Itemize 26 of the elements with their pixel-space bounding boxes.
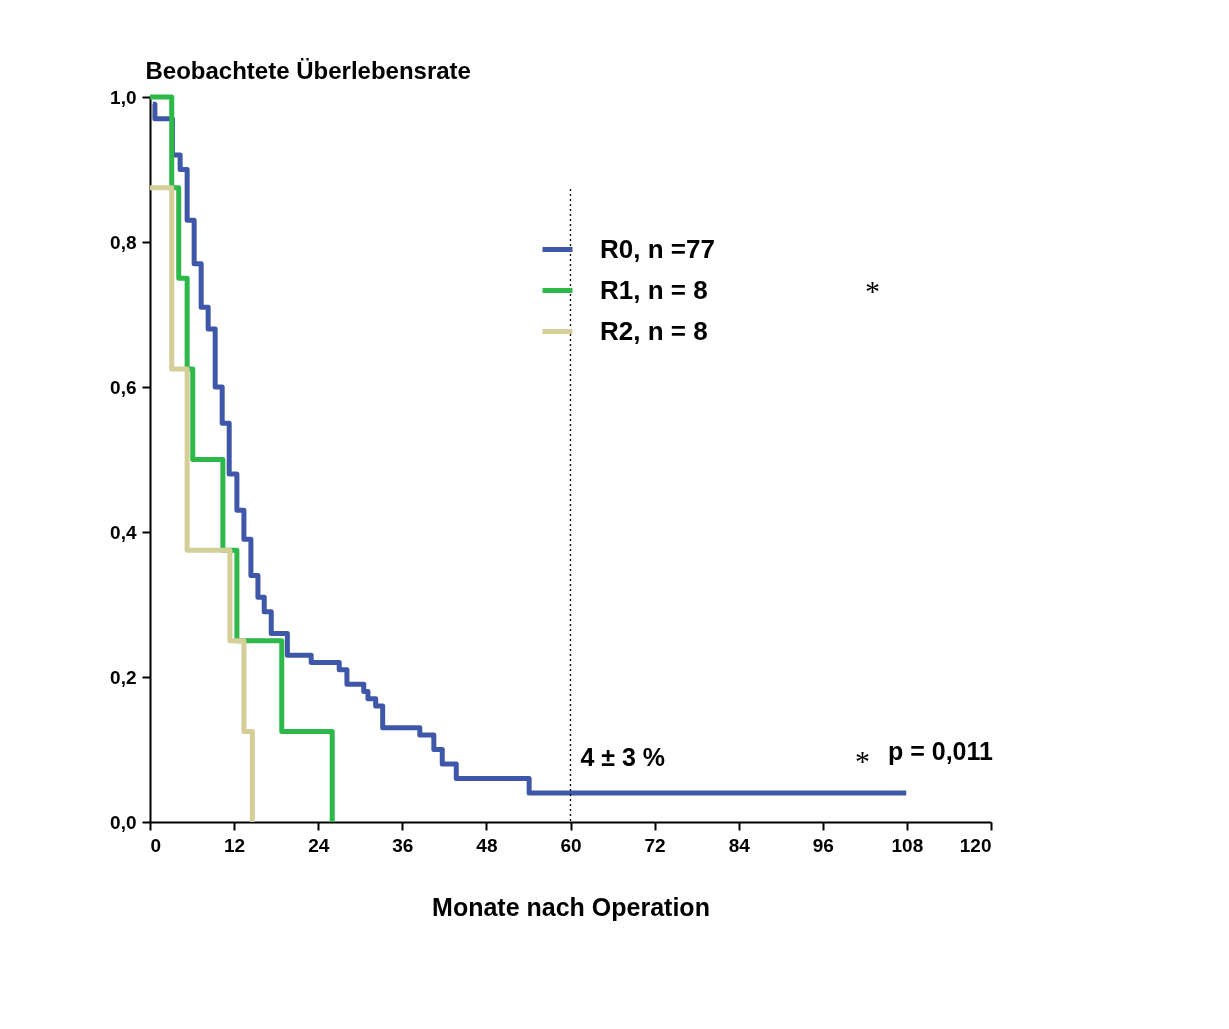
x-tick-label: 72 — [644, 834, 666, 856]
x-tick-label: 12 — [224, 834, 246, 856]
x-tick-label: 36 — [392, 834, 414, 856]
annotation: p = 0,011 — [888, 737, 994, 765]
x-tick-label: 0 — [150, 834, 162, 856]
x-tick-label: 24 — [308, 834, 330, 856]
y-tick-label: 0,4 — [110, 521, 137, 543]
x-tick-label: 60 — [560, 834, 582, 856]
legend-label: R2, n = 8 — [600, 315, 708, 346]
y-axis-title: Beobachtete Überlebensrate — [145, 56, 471, 84]
x-axis-title: Monate nach Operation — [432, 892, 710, 921]
x-tick-label: 108 — [891, 834, 924, 856]
y-tick-label: 0,2 — [110, 666, 137, 688]
y-tick-label: 0,6 — [110, 376, 137, 398]
y-tick-label: 0,0 — [110, 811, 137, 833]
annotation: * — [855, 744, 870, 777]
y-tick-label: 1,0 — [110, 86, 137, 108]
y-tick-label: 0,8 — [110, 231, 137, 253]
x-tick-label: 48 — [476, 834, 498, 856]
legend-label: R1, n = 8 — [600, 274, 708, 305]
legend-label: R0, n =77 — [600, 233, 715, 264]
x-tick-label: 96 — [812, 834, 834, 856]
x-tick-label: 120 — [959, 834, 992, 856]
annotation: * — [865, 274, 880, 307]
annotation: 4 ± 3 % — [580, 743, 666, 771]
x-tick-label: 84 — [728, 834, 751, 856]
